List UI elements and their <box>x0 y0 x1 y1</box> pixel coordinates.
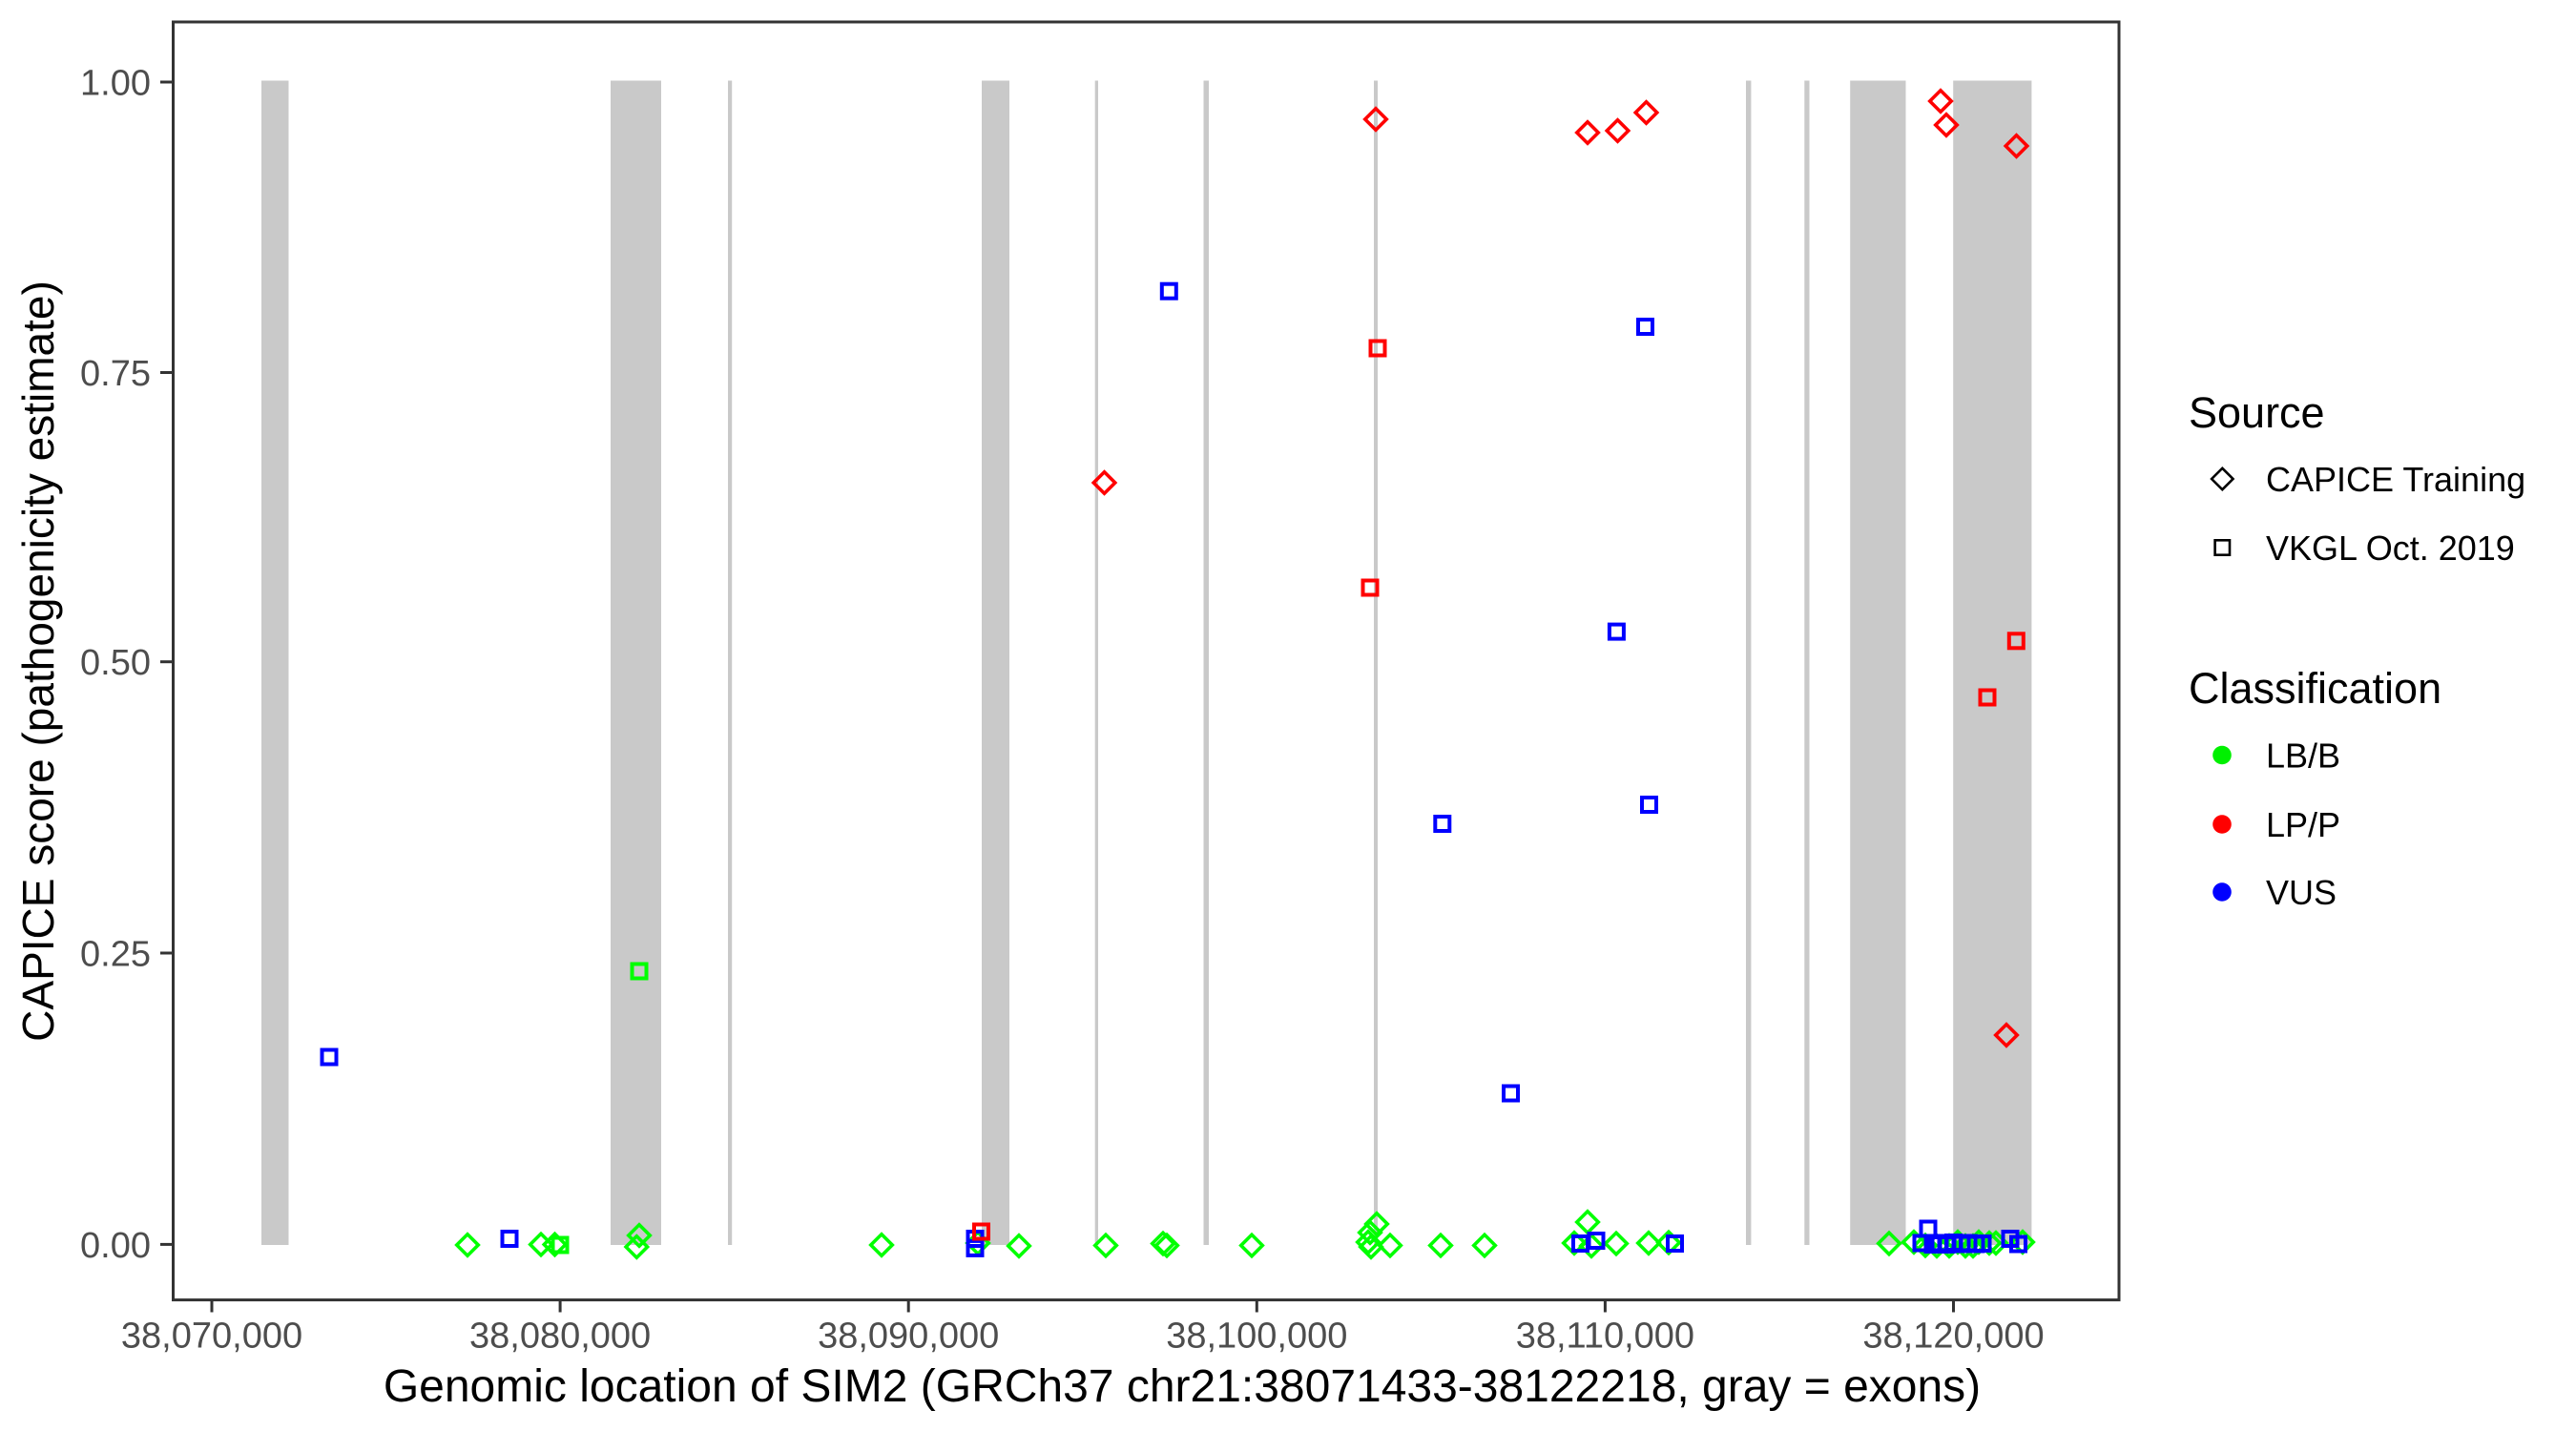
svg-text:Genomic location of SIM2 (GRCh: Genomic location of SIM2 (GRCh37 chr21:3… <box>384 1361 1981 1412</box>
svg-text:Source: Source <box>2189 388 2325 437</box>
svg-text:VUS: VUS <box>2266 873 2337 912</box>
svg-text:1.00: 1.00 <box>80 64 151 104</box>
svg-text:38,080,000: 38,080,000 <box>469 1317 651 1357</box>
svg-text:Classification: Classification <box>2189 664 2441 713</box>
svg-text:LB/B: LB/B <box>2266 736 2340 775</box>
svg-text:0.75: 0.75 <box>80 354 151 394</box>
svg-text:38,070,000: 38,070,000 <box>121 1317 302 1357</box>
svg-text:38,100,000: 38,100,000 <box>1166 1317 1347 1357</box>
svg-text:VKGL Oct. 2019: VKGL Oct. 2019 <box>2266 529 2515 568</box>
svg-text:CAPICE Training: CAPICE Training <box>2266 460 2525 499</box>
svg-text:38,110,000: 38,110,000 <box>1516 1317 1694 1357</box>
svg-text:38,090,000: 38,090,000 <box>818 1317 999 1357</box>
svg-text:0.50: 0.50 <box>80 643 151 683</box>
svg-text:38,120,000: 38,120,000 <box>1862 1317 2044 1357</box>
svg-text:LP/P: LP/P <box>2266 805 2340 844</box>
svg-text:CAPICE score (pathogenicity es: CAPICE score (pathogenicity estimate) <box>13 280 63 1042</box>
svg-text:0.00: 0.00 <box>80 1226 151 1266</box>
svg-text:0.25: 0.25 <box>80 935 151 975</box>
